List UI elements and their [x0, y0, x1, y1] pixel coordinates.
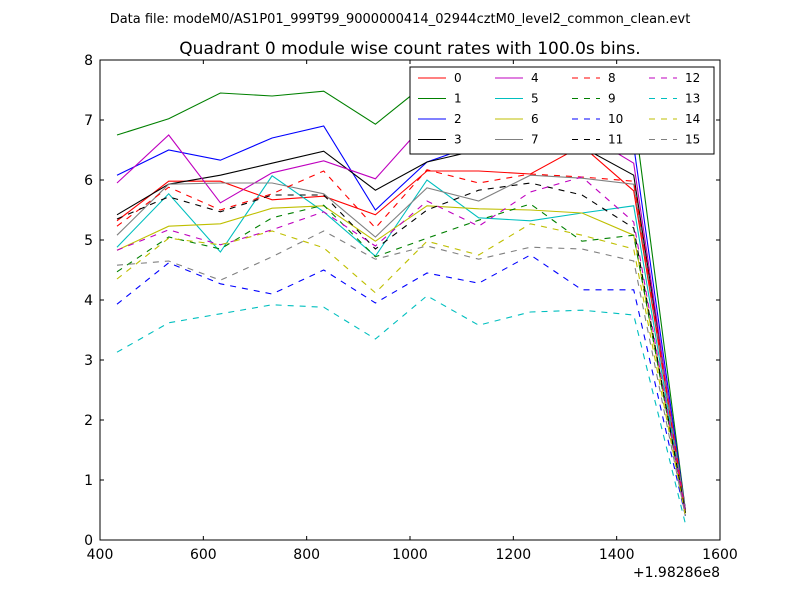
- legend-label-2: 2: [454, 112, 462, 126]
- x-axis-offset-label: +1.98286e8: [633, 565, 720, 581]
- y-tick-label: 1: [84, 473, 93, 489]
- series-line-5: [116, 175, 686, 514]
- legend-label-8: 8: [608, 71, 616, 85]
- y-tick-label: 2: [84, 413, 93, 429]
- legend-label-14: 14: [685, 112, 700, 126]
- x-tick-label: 1600: [702, 547, 738, 563]
- y-tick-label: 5: [84, 233, 93, 249]
- series-line-0: [116, 145, 686, 511]
- series-line-15: [116, 230, 686, 517]
- y-tick-label: 4: [84, 293, 93, 309]
- x-tick-label: 800: [293, 547, 320, 563]
- legend-label-3: 3: [454, 133, 462, 147]
- series-line-13: [116, 295, 686, 524]
- y-tick-label: 3: [84, 353, 93, 369]
- plot-area: [116, 72, 686, 524]
- x-tick-label: 600: [190, 547, 217, 563]
- legend-label-4: 4: [531, 71, 539, 85]
- legend-label-0: 0: [454, 71, 462, 85]
- legend-label-1: 1: [454, 92, 462, 106]
- legend-label-5: 5: [531, 92, 539, 106]
- legend-label-7: 7: [531, 133, 539, 147]
- series-line-9: [116, 203, 686, 514]
- y-tick-label: 6: [84, 173, 93, 189]
- series-line-12: [116, 176, 686, 514]
- series-line-11: [116, 182, 686, 514]
- x-tick-label: 1000: [392, 547, 428, 563]
- series-line-10: [116, 254, 686, 517]
- legend-label-6: 6: [531, 112, 539, 126]
- legend-label-9: 9: [608, 92, 616, 106]
- series-line-8: [116, 169, 686, 514]
- legend-label-15: 15: [685, 133, 700, 147]
- x-tick-label: 1200: [496, 547, 532, 563]
- series-line-2: [116, 97, 686, 511]
- legend-label-10: 10: [608, 112, 623, 126]
- x-tick-label: 400: [87, 547, 114, 563]
- y-tick-label: 8: [84, 53, 93, 69]
- legend-label-12: 12: [685, 71, 700, 85]
- x-tick-label: 1400: [599, 547, 635, 563]
- series-line-14: [116, 223, 686, 517]
- chart-suptitle: Data file: modeM0/AS1P01_999T99_90000004…: [110, 12, 691, 27]
- y-tick-label: 7: [84, 113, 93, 129]
- series-line-7: [116, 174, 686, 511]
- legend-label-11: 11: [608, 133, 623, 147]
- series-line-6: [116, 205, 686, 514]
- legend-label-13: 13: [685, 92, 700, 106]
- chart-title: Quadrant 0 module wise count rates with …: [179, 39, 640, 59]
- y-tick-label: 0: [84, 533, 93, 549]
- series-line-3: [116, 140, 686, 511]
